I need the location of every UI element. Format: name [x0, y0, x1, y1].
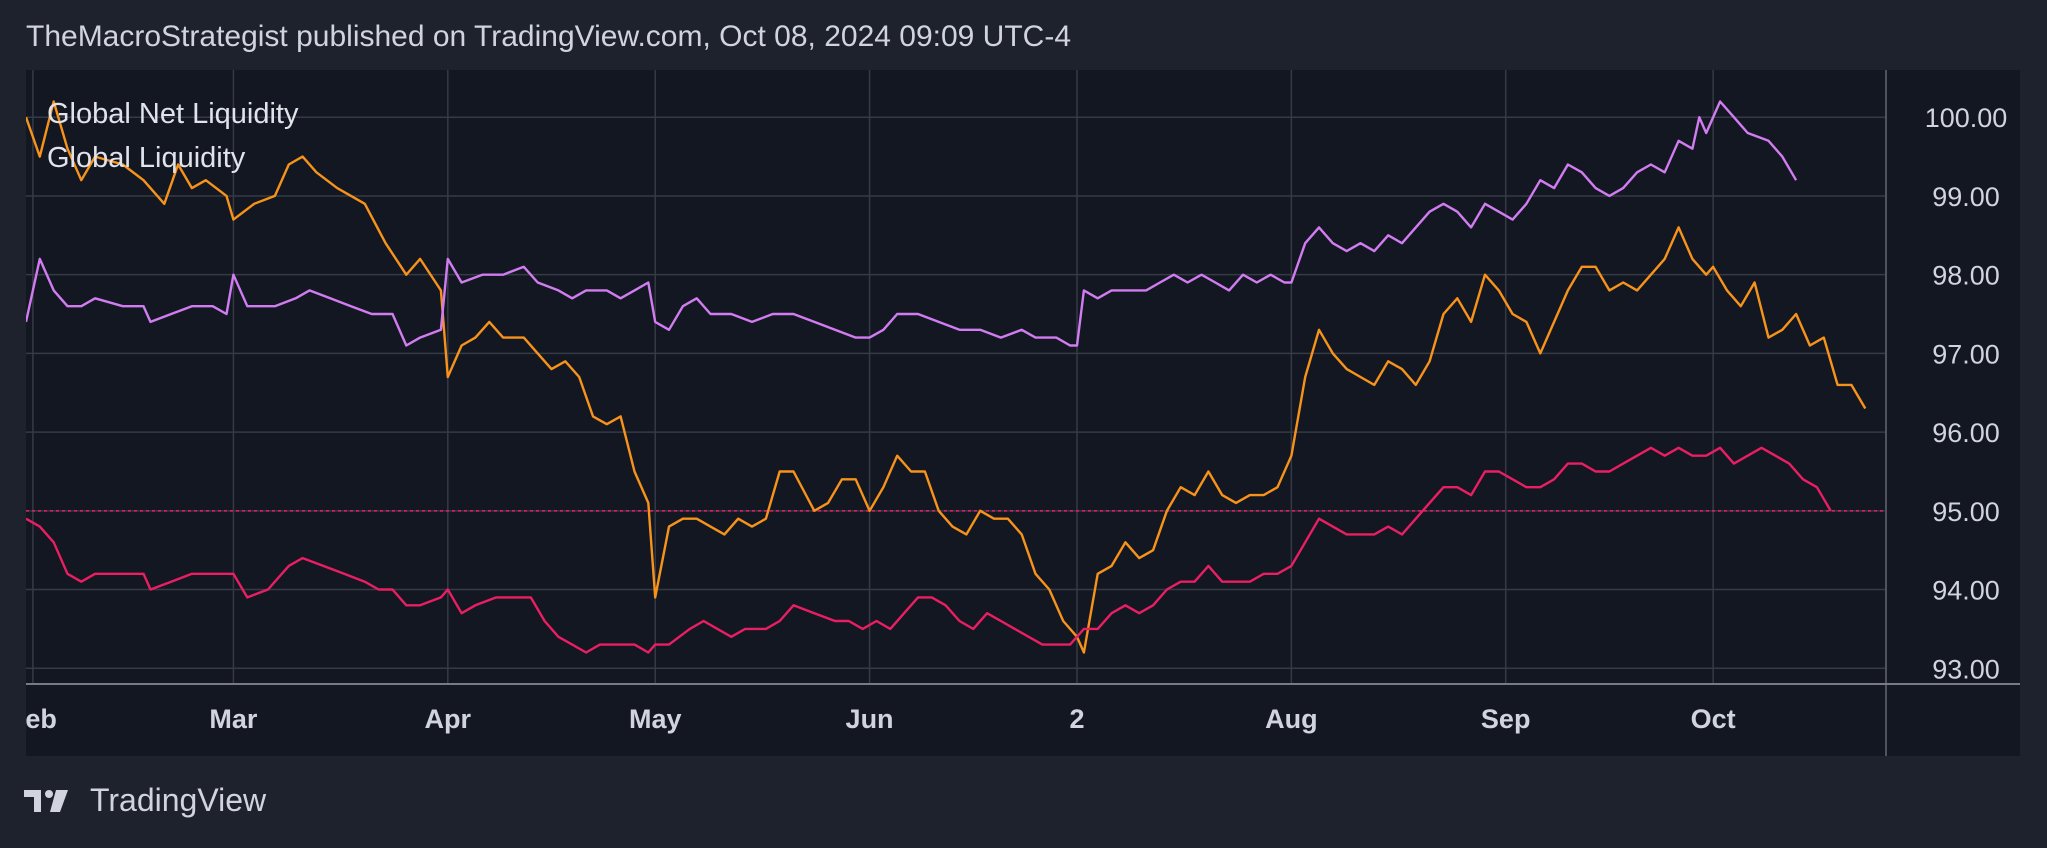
tradingview-brand[interactable]: TradingView: [90, 782, 267, 818]
y-tick-label: 96.00: [1932, 418, 2000, 448]
x-tick-label: Apr: [425, 704, 472, 734]
chart-legend: Global Net Liquidity Global Liquidity: [47, 92, 298, 180]
y-tick-label: 95.00: [1932, 497, 2000, 527]
legend-item-net-liquidity[interactable]: Global Net Liquidity: [47, 98, 299, 130]
x-tick-label: Oct: [1691, 704, 1736, 734]
x-tick-label: Jun: [846, 704, 894, 734]
x-tick-label: Feb: [26, 704, 57, 734]
series-line-3: [26, 446, 1832, 654]
y-tick-label: 100.00: [1925, 103, 2008, 133]
x-tick-label: Mar: [209, 704, 258, 734]
y-tick-label: 94.00: [1932, 576, 2000, 606]
y-tick-label: 99.00: [1932, 182, 2000, 212]
series-line-2: [26, 100, 1798, 347]
y-tick-label: 98.00: [1932, 261, 2000, 291]
series-line-1: [26, 100, 1867, 654]
publication-attribution: TheMacroStrategist published on TradingV…: [26, 20, 1072, 53]
footer: TradingView: [24, 782, 266, 819]
tradingview-logo-icon[interactable]: [24, 787, 78, 815]
x-tick-label: Aug: [1265, 704, 1317, 734]
line-chart[interactable]: 100.00 99.00 98.00 97.00 96.00 95.00 94.00 93.0…: [26, 70, 2020, 756]
y-tick-label: 97.00: [1932, 339, 2000, 369]
y-tick-label: 93.00: [1932, 654, 2000, 684]
legend-item-global-liquidity[interactable]: Global Liquidity: [47, 142, 246, 174]
x-tick-label: Sep: [1481, 704, 1531, 734]
chart-area[interactable]: 100.00 99.00 98.00 97.00 96.00 95.00 94.00 93.0…: [26, 70, 2020, 756]
x-tick-label: May: [629, 704, 682, 734]
x-tick-label: 2: [1069, 704, 1084, 734]
